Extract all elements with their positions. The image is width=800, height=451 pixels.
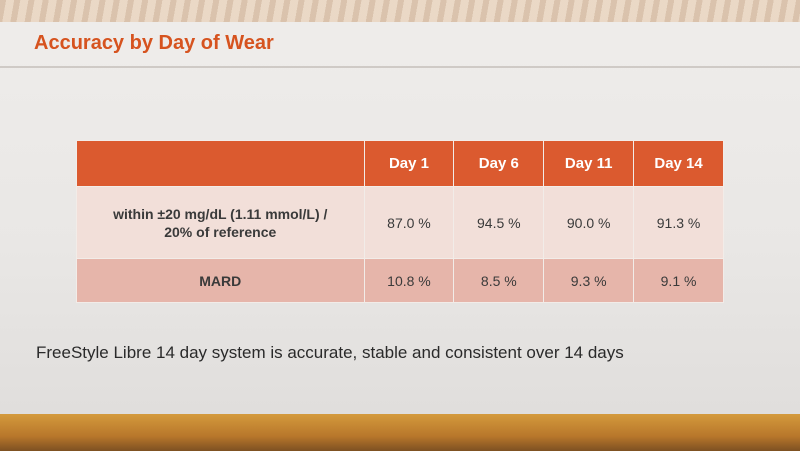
header-cell-day-11: Day 11 xyxy=(543,140,635,187)
accuracy-table: Day 1 Day 6 Day 11 Day 14 within ±20 mg/… xyxy=(76,140,724,303)
bottom-decorative-band xyxy=(0,414,800,451)
title-divider xyxy=(0,66,800,68)
metric-label-line-1: within ±20 mg/dL (1.11 mmol/L) / xyxy=(113,205,328,222)
value-cell-day-6: 94.5 % xyxy=(453,186,545,259)
header-cell-metric xyxy=(76,140,365,187)
value-cell-day-1: 10.8 % xyxy=(363,258,455,303)
value-cell-day-6: 8.5 % xyxy=(453,258,545,303)
table-header-row: Day 1 Day 6 Day 11 Day 14 xyxy=(76,140,724,187)
header-cell-day-6: Day 6 xyxy=(453,140,545,187)
top-decorative-band xyxy=(0,0,800,22)
value-cell-day-14: 9.1 % xyxy=(633,258,724,303)
value-cell-day-11: 9.3 % xyxy=(543,258,635,303)
slide-title: Accuracy by Day of Wear xyxy=(34,32,274,54)
value-cell-day-1: 87.0 % xyxy=(363,186,455,259)
table-row-within-20: within ±20 mg/dL (1.11 mmol/L) / 20% of … xyxy=(76,186,724,259)
header-cell-day-14: Day 14 xyxy=(633,140,724,187)
table-row-mard: MARD 10.8 % 8.5 % 9.3 % 9.1 % xyxy=(76,258,724,303)
metric-label-mard: MARD xyxy=(76,258,365,303)
value-cell-day-14: 91.3 % xyxy=(633,186,724,259)
slide-caption: FreeStyle Libre 14 day system is accurat… xyxy=(36,343,624,362)
header-cell-day-1: Day 1 xyxy=(363,140,455,187)
metric-label-line-2: 20% of reference xyxy=(164,223,277,240)
value-cell-day-11: 90.0 % xyxy=(543,186,635,259)
metric-label-within-20: within ±20 mg/dL (1.11 mmol/L) / 20% of … xyxy=(76,186,365,259)
